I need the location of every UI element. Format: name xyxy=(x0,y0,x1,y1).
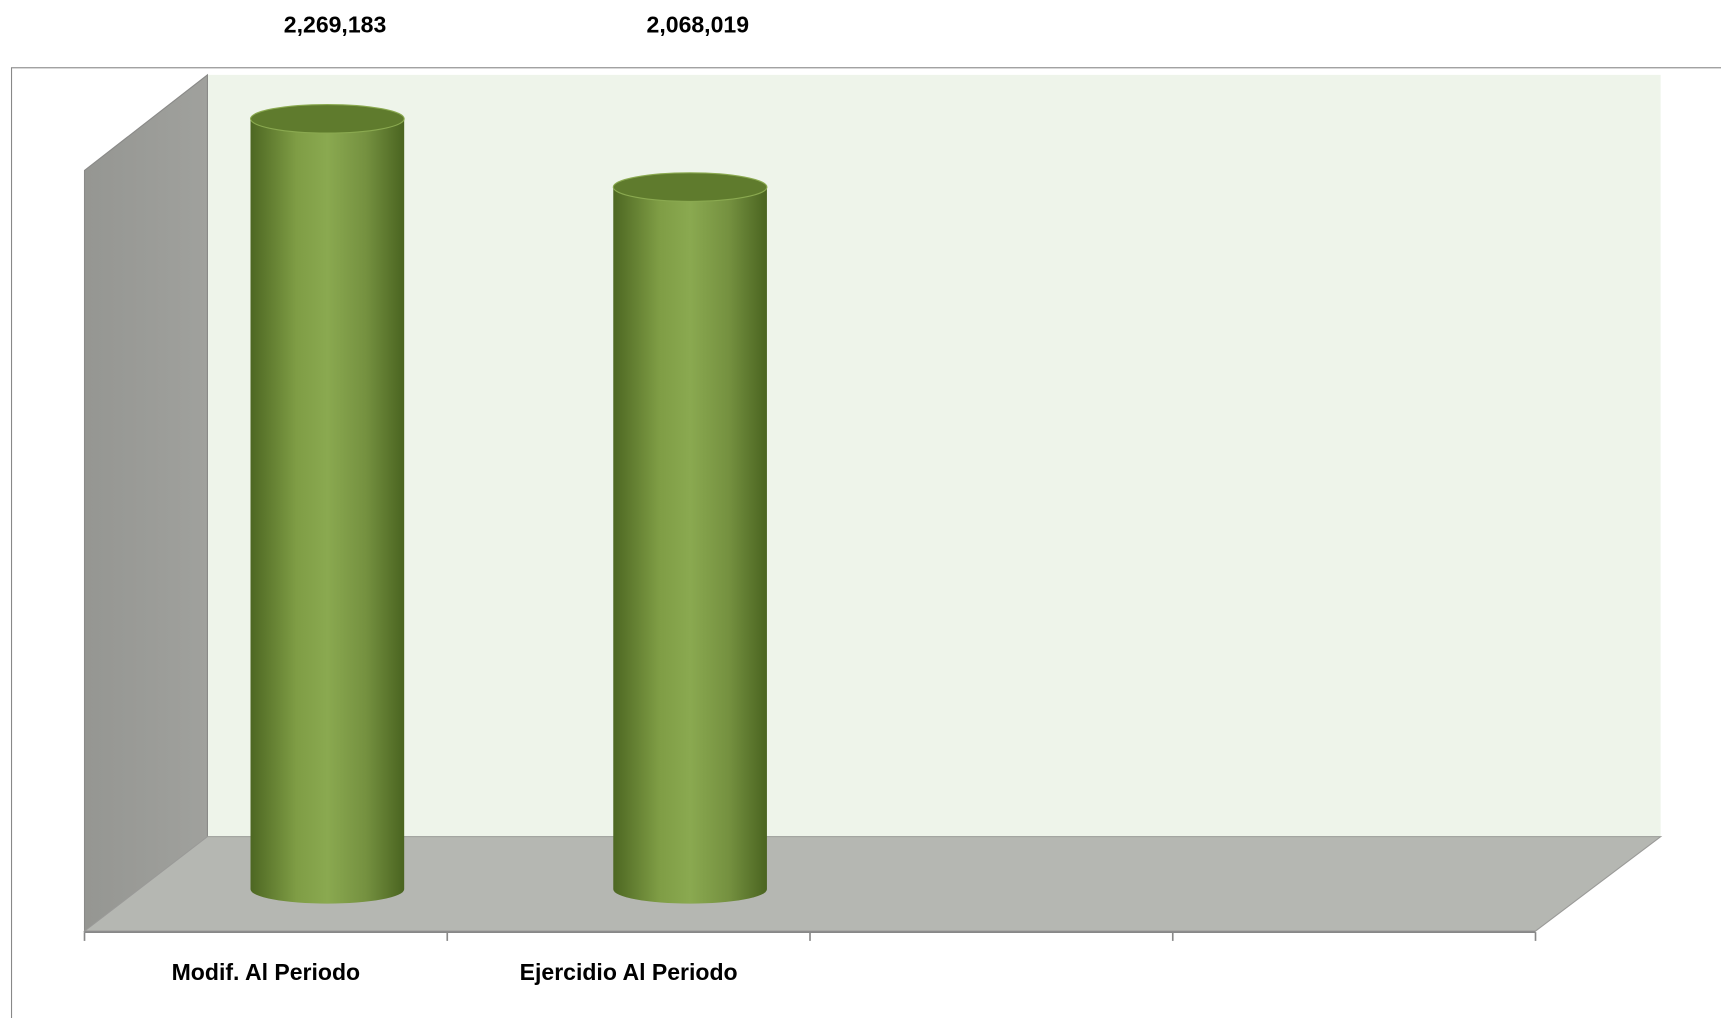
back-wall xyxy=(207,74,1661,837)
cylinder-top xyxy=(249,103,405,134)
data-label: 2,269,183 xyxy=(284,12,386,38)
cylinder-body xyxy=(613,187,767,904)
cylinder xyxy=(612,172,768,904)
side-wall xyxy=(83,73,208,933)
cylinder-top xyxy=(612,172,768,202)
cylinder xyxy=(249,103,405,904)
x-tick-label: Modif. Al Periodo xyxy=(172,959,361,985)
cylinder-body xyxy=(250,118,405,904)
floor xyxy=(82,836,1663,932)
data-label: 2,068,019 xyxy=(647,12,749,38)
x-tick-label: Ejercidio Al Periodo xyxy=(520,959,738,985)
